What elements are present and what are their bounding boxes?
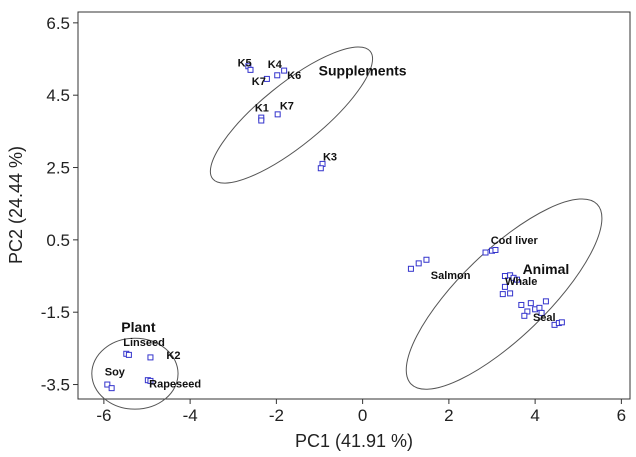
data-point — [147, 354, 154, 361]
data-point — [263, 75, 270, 82]
point-label: Cod liver — [491, 235, 539, 247]
group-label-supplements: Supplements — [319, 62, 407, 78]
point-label: K2 — [166, 350, 180, 362]
data-point — [281, 67, 288, 74]
data-point — [258, 117, 265, 124]
x-axis-title: PC1 (41.91 %) — [295, 431, 413, 451]
data-point — [423, 256, 430, 263]
point-label: K4 — [268, 59, 283, 71]
data-point — [317, 165, 324, 172]
y-axis-title: PC2 (24.44 %) — [6, 146, 26, 264]
point-labels: K5 K4 K6 K7 K1 K7 K3 Salmon Cod liver Whale Seal Li… — [105, 57, 556, 390]
data-point — [104, 381, 111, 388]
point-label: K5 — [238, 57, 252, 69]
data-point — [501, 283, 508, 290]
data-point — [538, 309, 545, 316]
x-tick-label: -4 — [183, 406, 198, 425]
data-point — [507, 290, 514, 297]
x-tick-label: -2 — [269, 406, 284, 425]
group-labels: Supplements Animal Plant — [121, 62, 569, 335]
point-label: K7 — [252, 76, 266, 88]
data-point — [482, 249, 489, 256]
x-tick-label: -6 — [96, 406, 111, 425]
x-tick-label: 0 — [358, 406, 367, 425]
y-tick-label: 0.5 — [46, 231, 70, 250]
data-point — [558, 319, 565, 326]
data-point — [514, 276, 521, 283]
point-label: Rapeseed — [149, 378, 201, 390]
data-point — [492, 246, 499, 253]
y-tick-label: 4.5 — [46, 86, 70, 105]
group-ellipse-animal — [405, 198, 603, 390]
x-tick-label: 4 — [530, 406, 539, 425]
point-label: Seal — [533, 312, 556, 324]
x-axis-ticks: -6 -4 -2 0 2 4 6 — [96, 399, 626, 425]
data-point — [274, 72, 281, 79]
y-tick-label: -3.5 — [41, 376, 70, 395]
data-point — [521, 312, 528, 319]
point-label: Soy — [105, 366, 126, 378]
group-label-animal: Animal — [523, 261, 570, 277]
data-point — [518, 301, 525, 308]
plot-frame — [77, 11, 631, 400]
y-tick-label: 2.5 — [46, 159, 70, 178]
y-tick-label: -1.5 — [41, 303, 70, 322]
x-tick-label: 6 — [617, 406, 626, 425]
point-label: K7 — [280, 101, 294, 113]
data-point — [542, 298, 549, 305]
point-label: Whale — [505, 276, 537, 288]
group-label-plant: Plant — [121, 319, 156, 335]
point-label: K6 — [287, 70, 301, 82]
data-point — [247, 66, 254, 73]
data-point — [407, 265, 414, 272]
y-tick-label: 6.5 — [46, 14, 70, 33]
data-points — [104, 63, 565, 392]
group-ellipse-plant — [91, 337, 179, 410]
point-label: Salmon — [431, 270, 471, 282]
data-point — [415, 260, 422, 267]
x-tick-label: 2 — [444, 406, 453, 425]
y-axis-ticks: -3.5 -1.5 0.5 2.5 4.5 6.5 — [41, 14, 78, 395]
data-point — [527, 300, 534, 307]
data-point — [108, 385, 115, 392]
data-point — [125, 351, 132, 358]
point-label: K1 — [255, 102, 269, 114]
data-point — [147, 377, 154, 384]
data-point — [499, 291, 506, 298]
group-ellipses — [91, 46, 603, 410]
point-label: K3 — [323, 151, 337, 163]
group-ellipse-supplements — [209, 46, 374, 184]
point-label: Linseed — [123, 337, 165, 349]
data-point — [524, 308, 531, 315]
data-point — [536, 304, 543, 311]
data-point — [274, 111, 281, 118]
